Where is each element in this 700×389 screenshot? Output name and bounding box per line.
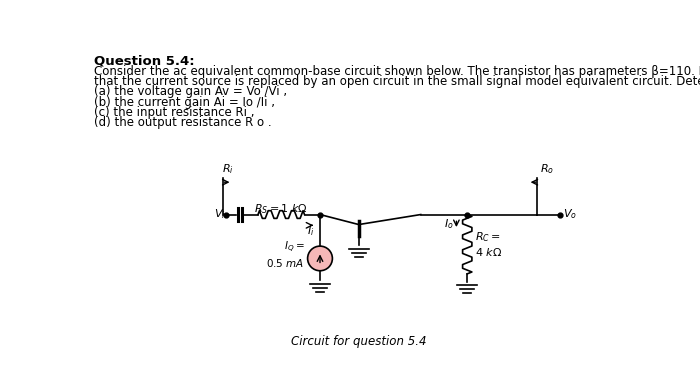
Text: $I_i$: $I_i$ <box>307 224 314 238</box>
Text: $R_i$: $R_i$ <box>222 162 233 176</box>
Text: $I_Q =$
$0.5\ mA$: $I_Q =$ $0.5\ mA$ <box>266 240 304 269</box>
Text: $I_o$: $I_o$ <box>444 217 454 231</box>
Text: (c) the input resistance Ri ,: (c) the input resistance Ri , <box>94 106 254 119</box>
Text: Question 5.4:: Question 5.4: <box>94 54 195 67</box>
Text: (d) the output resistance R o .: (d) the output resistance R o . <box>94 116 272 129</box>
Text: that the current source is replaced by an open circuit in the small signal model: that the current source is replaced by a… <box>94 75 700 88</box>
Text: Circuit for question 5.4: Circuit for question 5.4 <box>291 335 426 349</box>
Text: $V_i$: $V_i$ <box>214 208 225 221</box>
Text: $R_o$: $R_o$ <box>540 162 554 176</box>
Text: Consider the ac equivalent common-base circuit shown below. The transistor has p: Consider the ac equivalent common-base c… <box>94 65 700 78</box>
Text: (b) the current gain Ai = Io /Ii ,: (b) the current gain Ai = Io /Ii , <box>94 96 274 109</box>
Text: $V_o$: $V_o$ <box>563 208 577 221</box>
Text: (a) the voltage gain Av = Vo /Vi ,: (a) the voltage gain Av = Vo /Vi , <box>94 86 287 98</box>
Circle shape <box>307 246 332 271</box>
Text: $R_C =$
$4\ k\Omega$: $R_C =$ $4\ k\Omega$ <box>475 230 502 258</box>
Text: $R_S = 1\ k\Omega$: $R_S = 1\ k\Omega$ <box>254 202 308 216</box>
